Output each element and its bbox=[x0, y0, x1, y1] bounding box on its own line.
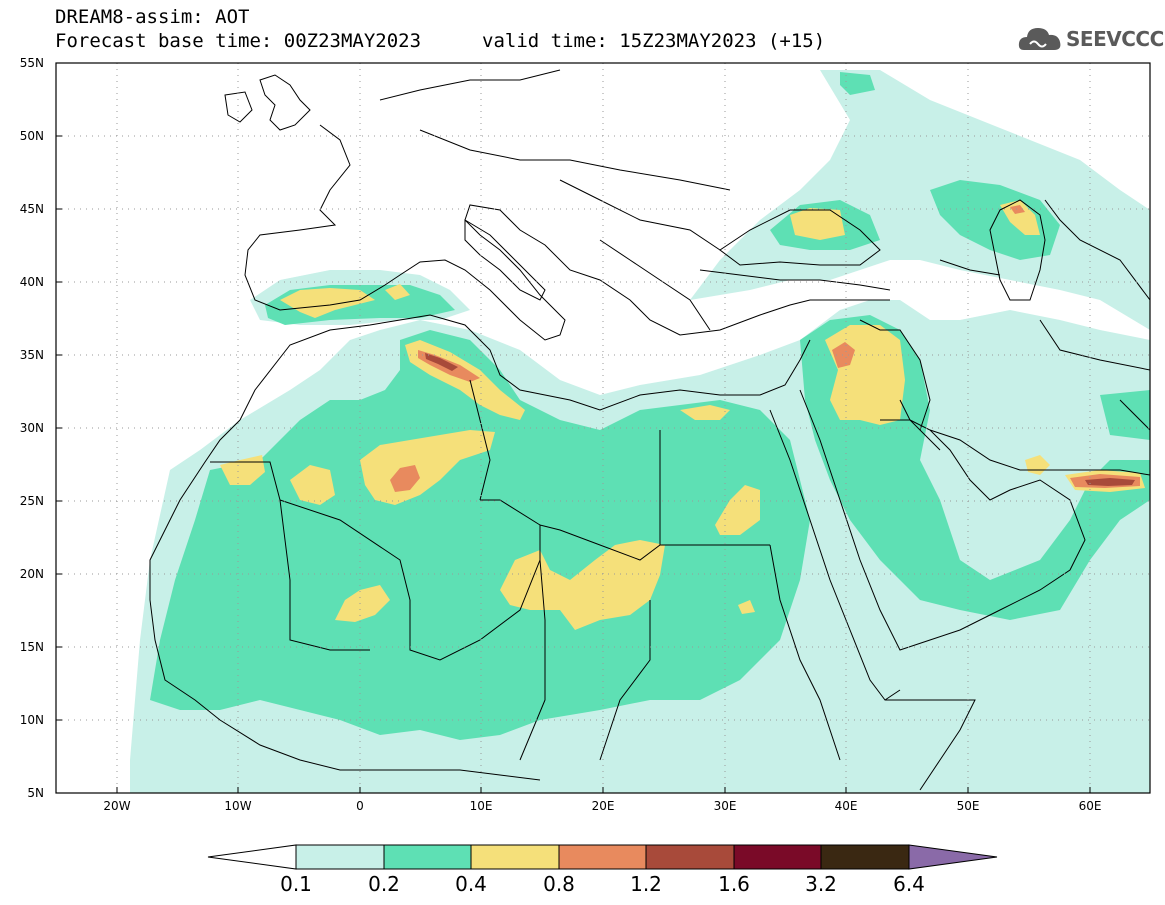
colorbar-swatch-6 bbox=[733, 844, 822, 870]
lat-label-5n: 5N bbox=[27, 786, 44, 800]
colorbar-label-0.2: 0.2 bbox=[368, 872, 400, 896]
colorbar-swatch-3 bbox=[470, 844, 560, 870]
colorbar-low-triangle bbox=[207, 844, 297, 870]
valid-time: valid time: 15Z23MAY2023 (+15) bbox=[482, 30, 826, 52]
lat-label-25n: 25N bbox=[19, 494, 44, 508]
colorbar-swatch-5 bbox=[645, 844, 735, 870]
colorbar-swatch-4 bbox=[558, 844, 647, 870]
lat-label-40n: 40N bbox=[19, 275, 44, 289]
colorbar-label-1.2: 1.2 bbox=[630, 872, 662, 896]
gridlines bbox=[56, 63, 1150, 793]
seevccc-logo: SEEVCCC bbox=[1016, 22, 1164, 58]
lat-label-10n: 10N bbox=[19, 713, 44, 727]
cloud-icon bbox=[1018, 28, 1061, 50]
lon-label-0: 0 bbox=[356, 799, 364, 813]
aot-field bbox=[56, 63, 1150, 793]
lat-label-35n: 35N bbox=[19, 348, 44, 362]
lat-label-50n: 50N bbox=[19, 129, 44, 143]
lat-label-55n: 55N bbox=[19, 56, 44, 70]
coastlines bbox=[149, 69, 1150, 791]
lon-label-50e: 50E bbox=[956, 799, 980, 813]
lon-label-30e: 30E bbox=[713, 799, 737, 813]
colorbar-swatch-2 bbox=[383, 844, 472, 870]
lat-label-45n: 45N bbox=[19, 202, 44, 216]
lon-label-20w: 20W bbox=[103, 799, 131, 813]
colorbar-label-0.1: 0.1 bbox=[280, 872, 312, 896]
lon-label-20e: 20E bbox=[591, 799, 615, 813]
colorbar bbox=[207, 844, 998, 870]
lon-label-60e: 60E bbox=[1078, 799, 1102, 813]
logo-text: SEEVCCC bbox=[1066, 27, 1164, 51]
lat-label-20n: 20N bbox=[19, 567, 44, 581]
axis-ticks bbox=[56, 62, 1091, 793]
colorbar-high-triangle bbox=[908, 844, 998, 870]
colorbar-label-0.4: 0.4 bbox=[455, 872, 487, 896]
lon-label-40e: 40E bbox=[834, 799, 858, 813]
chart-title: DREAM8-assim: AOT bbox=[55, 6, 250, 28]
colorbar-label-0.8: 0.8 bbox=[543, 872, 575, 896]
colorbar-label-6.4: 6.4 bbox=[893, 872, 925, 896]
colorbar-swatch-1 bbox=[295, 844, 385, 870]
lat-label-15n: 15N bbox=[19, 640, 44, 654]
lon-label-10e: 10E bbox=[469, 799, 493, 813]
aot-layer-1.2 bbox=[425, 353, 1135, 486]
colorbar-label-1.6: 1.6 bbox=[718, 872, 750, 896]
colorbar-swatch-7 bbox=[820, 844, 910, 870]
base-time: Forecast base time: 00Z23MAY2023 bbox=[55, 30, 422, 52]
lon-label-10w: 10W bbox=[224, 799, 252, 813]
colorbar-label-3.2: 3.2 bbox=[805, 872, 837, 896]
lat-label-30n: 30N bbox=[19, 421, 44, 435]
